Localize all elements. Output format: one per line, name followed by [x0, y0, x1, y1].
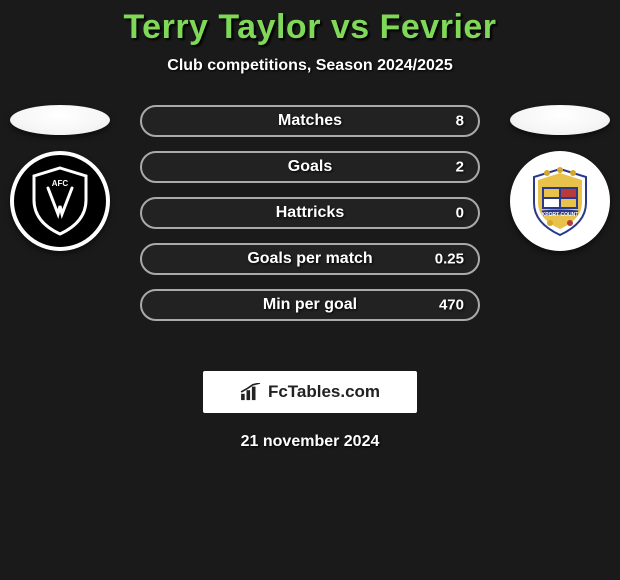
player-left-avatar [10, 105, 110, 135]
stat-label: Matches [278, 112, 342, 130]
stats-list: Matches 8 Goals 2 Hattricks 0 Goals per … [120, 105, 500, 321]
svg-text:AFC: AFC [52, 179, 69, 188]
stat-right-value: 470 [439, 297, 464, 314]
date-text: 21 november 2024 [0, 433, 620, 451]
player-left-column: AFC [0, 105, 120, 251]
shield-icon: AFC [30, 166, 90, 236]
crest-icon: KPORT COUNT [520, 161, 600, 241]
brand-inner: FcTables.com [240, 382, 380, 402]
stat-row-goals: Goals 2 [140, 151, 480, 183]
stat-label: Goals [288, 158, 332, 176]
player-right-avatar [510, 105, 610, 135]
stat-row-matches: Matches 8 [140, 105, 480, 137]
stat-label: Min per goal [263, 296, 357, 314]
stat-label: Hattricks [276, 204, 344, 222]
club-right-badge: KPORT COUNT [510, 151, 610, 251]
subtitle: Club competitions, Season 2024/2025 [0, 57, 620, 75]
bar-chart-icon [240, 383, 262, 401]
stat-label: Goals per match [247, 250, 372, 268]
stat-row-min-per-goal: Min per goal 470 [140, 289, 480, 321]
brand-text: FcTables.com [268, 382, 380, 402]
stat-row-hattricks: Hattricks 0 [140, 197, 480, 229]
stat-right-value: 0 [456, 205, 464, 222]
comparison-body: AFC KPORT COUNT [0, 105, 620, 345]
page-title: Terry Taylor vs Fevrier [0, 8, 620, 47]
stat-row-goals-per-match: Goals per match 0.25 [140, 243, 480, 275]
club-left-badge: AFC [10, 151, 110, 251]
player-right-column: KPORT COUNT [500, 105, 620, 251]
stat-right-value: 2 [456, 159, 464, 176]
stat-right-value: 8 [456, 113, 464, 130]
svg-text:KPORT COUNT: KPORT COUNT [542, 212, 579, 218]
comparison-card: Terry Taylor vs Fevrier Club competition… [0, 0, 620, 451]
stat-right-value: 0.25 [435, 251, 464, 268]
brand-box: FcTables.com [203, 371, 417, 413]
